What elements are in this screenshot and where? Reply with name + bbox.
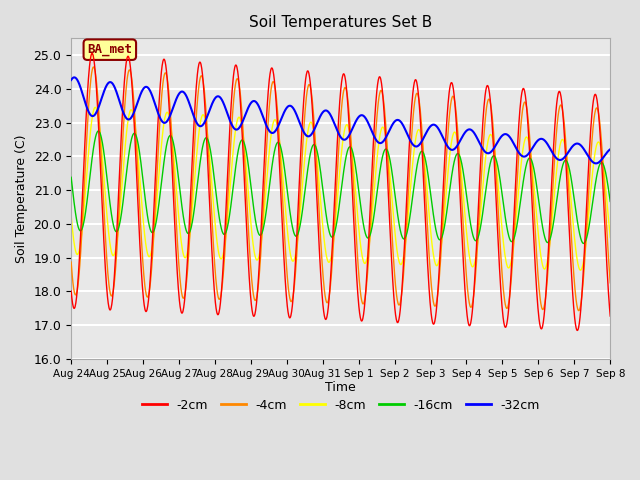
X-axis label: Time: Time [325, 382, 356, 395]
Title: Soil Temperatures Set B: Soil Temperatures Set B [249, 15, 433, 30]
Text: BA_met: BA_met [87, 43, 132, 56]
Legend: -2cm, -4cm, -8cm, -16cm, -32cm: -2cm, -4cm, -8cm, -16cm, -32cm [136, 394, 545, 417]
Y-axis label: Soil Temperature (C): Soil Temperature (C) [15, 134, 28, 263]
